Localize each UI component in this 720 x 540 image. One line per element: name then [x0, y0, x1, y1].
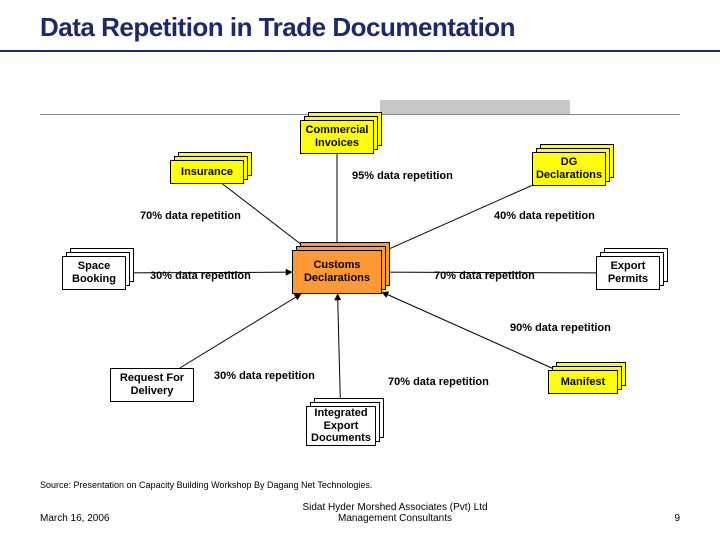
label-l70b: 70% data repetition	[434, 270, 535, 282]
page-title: Data Repetition in Trade Documentation	[40, 12, 700, 43]
label-l30a: 30% data repetition	[150, 270, 251, 282]
node-label: IntegratedExportDocuments	[306, 406, 376, 446]
label-l30b: 30% data repetition	[214, 370, 315, 382]
footer-date: March 16, 2006	[40, 513, 140, 524]
footer-center: Sidat Hyder Morshed Associates (Pvt) Ltd…	[140, 502, 650, 524]
label-l70c: 70% data repetition	[388, 376, 489, 388]
node-label: CommercialInvoices	[300, 120, 374, 154]
node-manifest: Manifest	[548, 370, 618, 394]
footer-page: 9	[650, 513, 680, 524]
source-line: Source: Presentation on Capacity Buildin…	[40, 480, 372, 490]
label-l95: 95% data repetition	[352, 170, 453, 182]
diagram-canvas: CommercialInvoices Insurance DGDeclaration…	[0, 70, 720, 470]
label-l40: 40% data repetition	[494, 210, 595, 222]
node-insurance: Insurance	[170, 160, 244, 184]
edge-integrated-export	[338, 294, 341, 406]
slide: Data Repetition in Trade Documentation C…	[0, 0, 720, 540]
node-label: DGDeclarations	[532, 152, 606, 186]
node-commercial-invoices: CommercialInvoices	[300, 120, 374, 154]
rule-blue	[0, 50, 720, 52]
node-label: SpaceBooking	[62, 256, 126, 290]
label-l90: 90% data repetition	[510, 322, 611, 334]
label-l70a: 70% data repetition	[140, 210, 241, 222]
node-integrated-export: IntegratedExportDocuments	[306, 406, 376, 446]
node-request-for-delivery: Request ForDelivery	[110, 368, 194, 402]
node-dg-declarations: DGDeclarations	[532, 152, 606, 186]
node-label: Request ForDelivery	[110, 368, 194, 402]
node-customs-declarations: CustomsDeclarations	[292, 250, 382, 294]
node-label: CustomsDeclarations	[292, 250, 382, 294]
node-label: Manifest	[548, 370, 618, 394]
footer: March 16, 2006 Sidat Hyder Morshed Assoc…	[40, 502, 680, 524]
node-label: ExportPermits	[596, 256, 660, 290]
node-label: Insurance	[170, 160, 244, 184]
edge-request-for-delivery	[180, 294, 301, 368]
node-space-booking: SpaceBooking	[62, 256, 126, 290]
node-export-permits: ExportPermits	[596, 256, 660, 290]
